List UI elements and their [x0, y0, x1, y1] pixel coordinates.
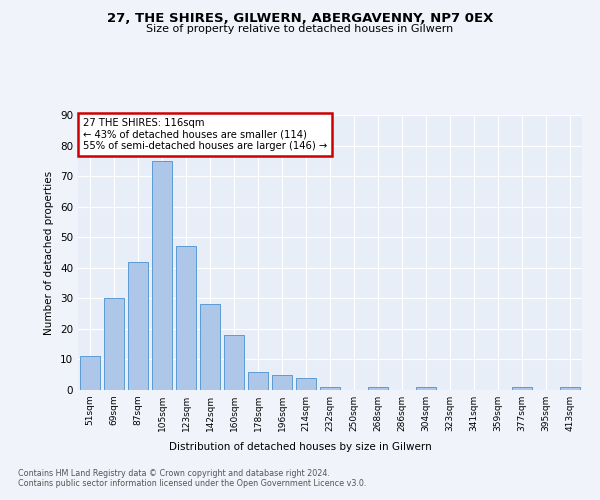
Bar [80, 356, 100, 390]
Bar [512, 387, 532, 390]
Bar [200, 304, 220, 390]
Bar [272, 374, 292, 390]
Text: Size of property relative to detached houses in Gilwern: Size of property relative to detached ho… [146, 24, 454, 34]
Text: Distribution of detached houses by size in Gilwern: Distribution of detached houses by size … [169, 442, 431, 452]
Bar [296, 378, 316, 390]
Text: Contains public sector information licensed under the Open Government Licence v3: Contains public sector information licen… [18, 478, 367, 488]
Bar [152, 161, 172, 390]
Bar [176, 246, 196, 390]
Bar [320, 387, 340, 390]
Bar [128, 262, 148, 390]
Bar [248, 372, 268, 390]
Bar [368, 387, 388, 390]
Bar [416, 387, 436, 390]
Text: 27, THE SHIRES, GILWERN, ABERGAVENNY, NP7 0EX: 27, THE SHIRES, GILWERN, ABERGAVENNY, NP… [107, 12, 493, 26]
Text: Contains HM Land Registry data © Crown copyright and database right 2024.: Contains HM Land Registry data © Crown c… [18, 468, 330, 477]
Bar [224, 335, 244, 390]
Text: 27 THE SHIRES: 116sqm
← 43% of detached houses are smaller (114)
55% of semi-det: 27 THE SHIRES: 116sqm ← 43% of detached … [83, 118, 327, 151]
Bar [104, 298, 124, 390]
Bar [560, 387, 580, 390]
Y-axis label: Number of detached properties: Number of detached properties [44, 170, 55, 334]
